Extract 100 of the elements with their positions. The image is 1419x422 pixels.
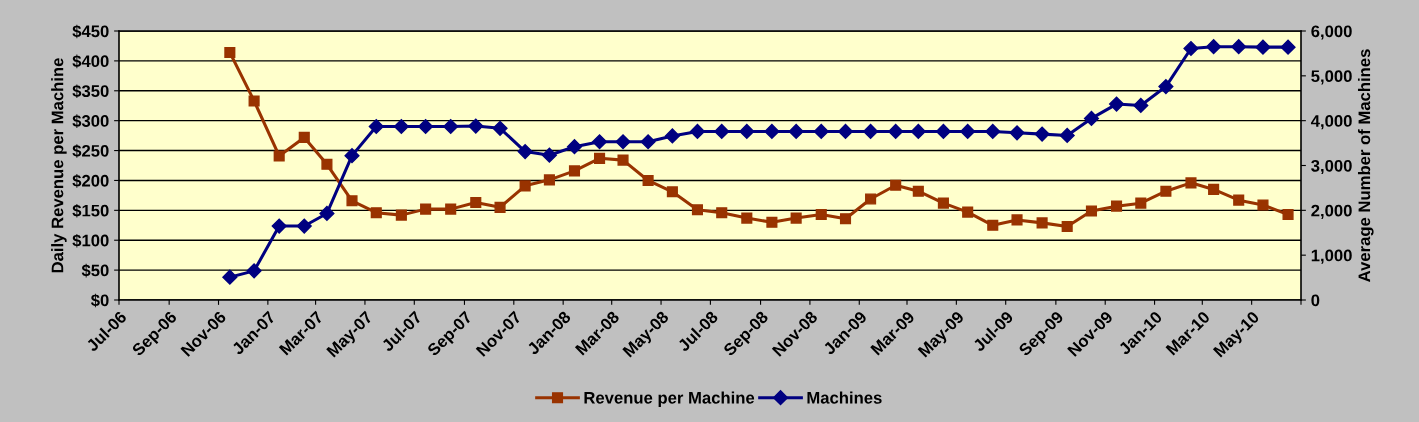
point: [788, 123, 804, 139]
point: [1059, 127, 1075, 144]
point: [1009, 125, 1025, 141]
point: [418, 118, 434, 135]
point: [224, 46, 236, 59]
point: [1257, 199, 1269, 211]
point: [368, 118, 384, 135]
point: [494, 201, 506, 213]
point: [568, 165, 581, 177]
y2-tick-label: 0: [1311, 294, 1320, 307]
y2-axis-title: Average Number of Machines: [1357, 49, 1374, 282]
point: [985, 123, 1001, 139]
point: [987, 219, 999, 231]
point: [222, 269, 238, 285]
y-tick-label: $100: [72, 233, 109, 248]
point: [298, 131, 310, 143]
point: [815, 208, 827, 221]
point: [1255, 39, 1271, 55]
y2-tick-label: 1,000: [1311, 249, 1352, 264]
point: [766, 216, 778, 228]
point: [642, 174, 654, 187]
point: [445, 203, 457, 215]
point: [594, 152, 606, 164]
y2-tick-label: 5,000: [1311, 70, 1352, 85]
point: [837, 123, 854, 139]
point: [813, 123, 829, 139]
point: [420, 203, 432, 215]
y-tick-label: $350: [72, 84, 109, 99]
y-tick-label: $150: [72, 204, 109, 218]
point: [346, 195, 358, 207]
point: [839, 213, 852, 225]
y-tick-label: $400: [72, 54, 109, 69]
point: [1085, 205, 1098, 217]
point: [492, 120, 508, 136]
point: [468, 118, 484, 134]
point: [888, 123, 904, 139]
y2-tick-label: 6,000: [1311, 25, 1352, 40]
point: [790, 212, 802, 224]
point: [666, 186, 678, 198]
point: [1206, 39, 1222, 55]
point: [344, 148, 360, 164]
point: [689, 123, 706, 139]
point: [714, 123, 730, 139]
point: [246, 263, 262, 279]
point: [1083, 110, 1100, 126]
y-tick-label: $50: [81, 263, 109, 278]
point: [935, 123, 951, 139]
point: [1185, 177, 1197, 189]
point: [1282, 208, 1294, 221]
point: [543, 174, 555, 186]
y2-tick-label: 3,000: [1311, 159, 1352, 175]
point: [1183, 40, 1199, 57]
y-tick-label: $450: [72, 24, 109, 39]
point: [1110, 200, 1123, 212]
legend-label: Revenue per Machine: [584, 391, 755, 407]
point: [962, 206, 974, 218]
point: [937, 197, 949, 209]
y2-tick-label: 4,000: [1310, 115, 1352, 130]
point: [890, 179, 902, 191]
point: [519, 180, 531, 192]
point: [960, 123, 976, 139]
point: [910, 123, 926, 139]
point: [716, 207, 728, 219]
point: [1160, 185, 1172, 197]
y2-tick-label: 2,000: [1311, 204, 1352, 219]
point: [273, 150, 285, 162]
point: [1231, 39, 1247, 55]
point: [664, 128, 680, 144]
point: [1233, 194, 1245, 206]
point: [319, 205, 335, 222]
point: [1108, 96, 1125, 112]
point: [370, 207, 382, 219]
point: [443, 118, 459, 135]
point: [271, 218, 287, 234]
point: [248, 95, 260, 107]
point: [912, 185, 924, 197]
y-tick-label: $200: [72, 174, 109, 188]
point: [863, 123, 879, 139]
point: [321, 158, 333, 170]
legend-label: Machines: [807, 391, 882, 404]
point: [1061, 220, 1073, 233]
point: [741, 212, 753, 224]
point: [296, 218, 312, 234]
point: [393, 118, 409, 135]
point: [1133, 97, 1149, 113]
y-tick-label: $0: [90, 293, 109, 308]
y-axis-title: Daily Revenue per Machine: [51, 58, 67, 273]
point: [1135, 197, 1147, 209]
point: [1280, 39, 1296, 55]
y-tick-label: $250: [72, 144, 109, 158]
point: [764, 123, 780, 139]
point: [1208, 183, 1220, 195]
point: [517, 144, 533, 160]
point: [615, 134, 631, 150]
point: [395, 209, 407, 221]
point: [617, 154, 629, 166]
point: [691, 204, 704, 216]
point: [566, 139, 583, 155]
y-tick-label: $300: [72, 114, 109, 128]
point: [865, 193, 877, 205]
